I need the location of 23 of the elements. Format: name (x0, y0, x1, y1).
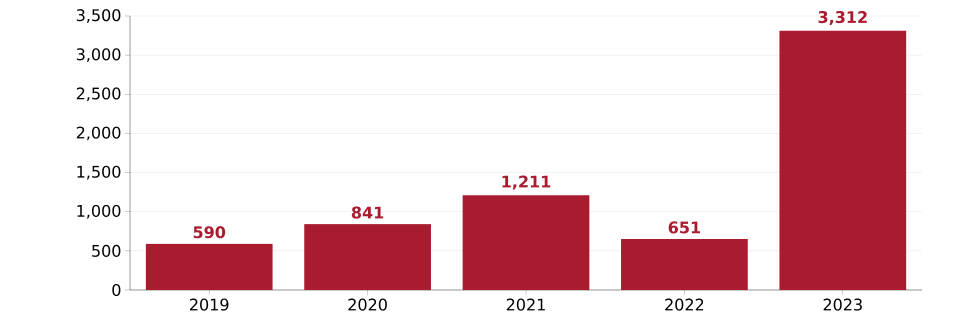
y-tick-label: 2,000 (76, 126, 120, 140)
x-tick-label: 2019 (190, 298, 228, 311)
x-tick-label: 2022 (665, 298, 704, 311)
y-tick-label: 1,000 (77, 204, 120, 219)
x-tick-label: 2021 (506, 298, 545, 311)
x-tick-label: 2020 (348, 298, 387, 311)
bar (304, 224, 431, 290)
y-tick-label: 3,000 (76, 48, 120, 62)
y-tick-label: 3,500 (76, 9, 120, 23)
data-label: 3,312 (818, 11, 867, 26)
bar (779, 30, 906, 290)
bar (462, 195, 590, 290)
bar (621, 239, 748, 290)
y-tick-label: 500 (92, 244, 120, 257)
x-tick-label: 2023 (824, 298, 862, 311)
data-label: 651 (668, 221, 700, 234)
y-tick-label: 2,500 (76, 87, 120, 102)
data-label: 1,211 (502, 176, 550, 190)
bar (146, 244, 273, 290)
y-tick-label: 1,500 (77, 166, 120, 180)
data-label: 590 (194, 226, 226, 238)
y-tick-label: 0 (112, 284, 120, 296)
data-label: 841 (352, 206, 384, 219)
